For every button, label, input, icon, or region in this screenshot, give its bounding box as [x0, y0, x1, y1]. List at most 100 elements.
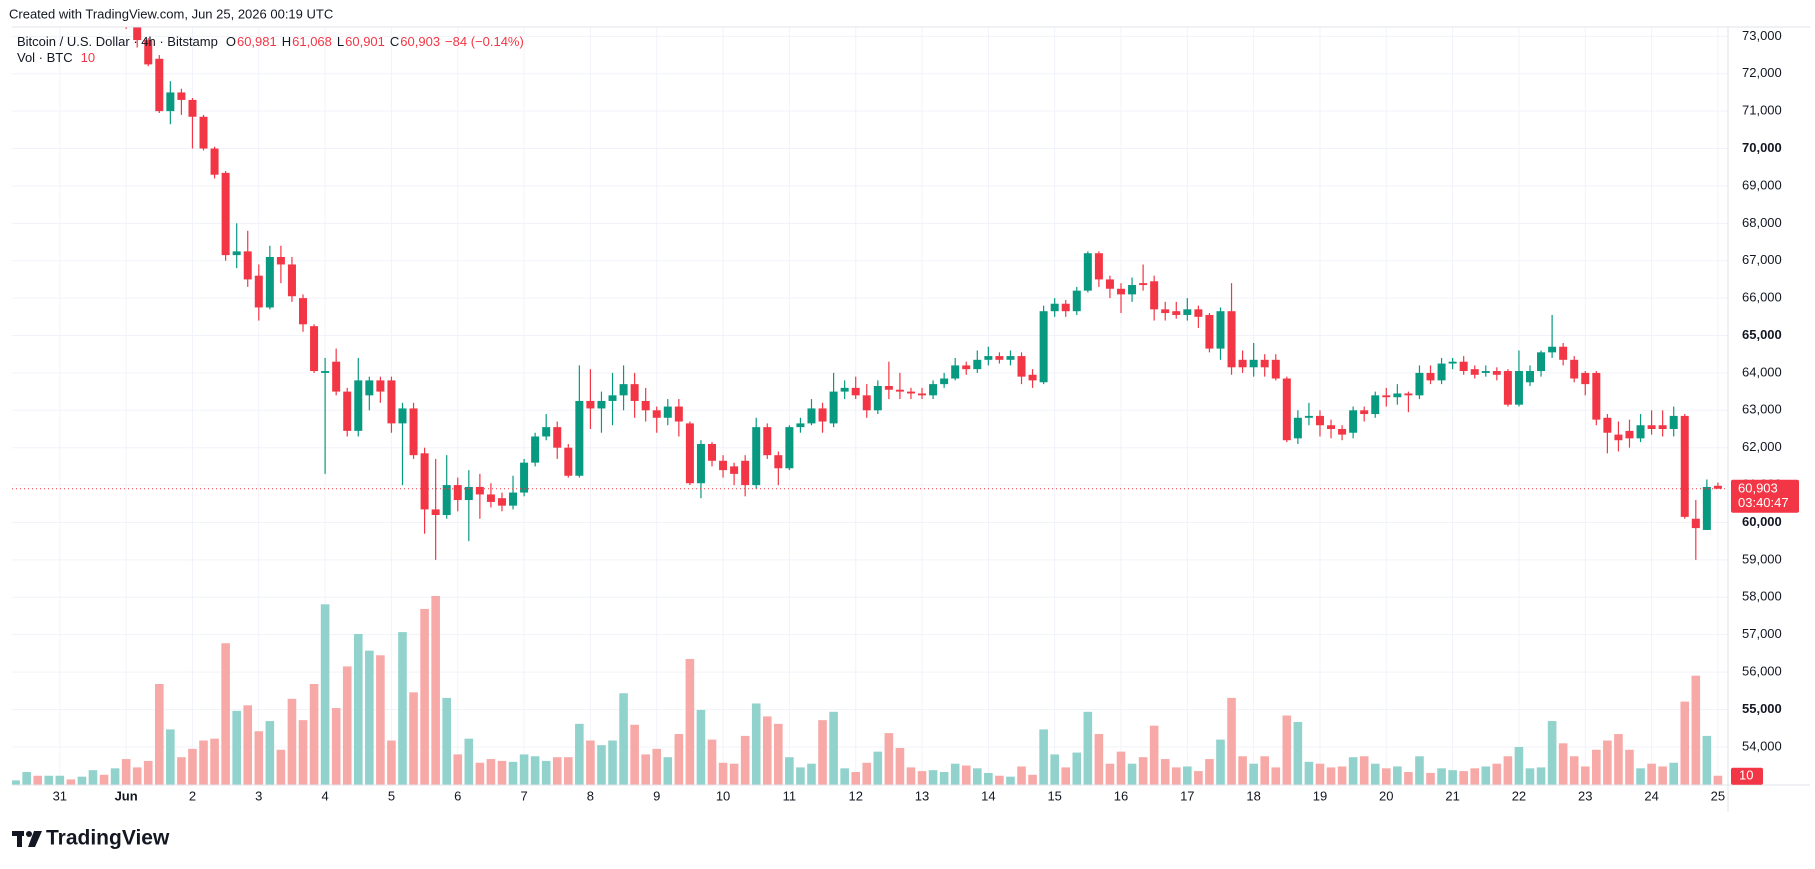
volume-bar	[1415, 756, 1424, 785]
volume-bar	[1437, 768, 1446, 785]
volume-bar	[177, 757, 186, 785]
volume-bar	[497, 760, 507, 785]
candle-body	[276, 256, 285, 265]
volume-bar	[1514, 747, 1524, 785]
candle-body	[486, 494, 495, 502]
x-tick-label: Jun	[115, 788, 138, 803]
candle-body	[1304, 415, 1313, 418]
x-tick-label: 15	[1047, 788, 1061, 803]
candle-body	[409, 408, 418, 456]
candle-body	[1349, 410, 1358, 433]
volume-bar	[995, 775, 1004, 785]
volume-bar	[1293, 721, 1303, 785]
candle-body	[188, 99, 197, 117]
candle-body	[785, 427, 794, 469]
candle-body	[343, 391, 352, 431]
candle-body	[1028, 374, 1037, 381]
candle-body	[1537, 352, 1546, 372]
candle-body	[1161, 309, 1170, 314]
x-tick-label: 6	[454, 788, 461, 803]
volume-bar	[630, 724, 639, 785]
volume-bar	[1359, 756, 1369, 785]
candle-body	[1117, 288, 1125, 295]
candle-body	[951, 365, 960, 379]
candle-body	[1459, 361, 1468, 372]
candle-body	[321, 371, 330, 373]
volume-bar	[365, 650, 374, 785]
candle-body	[265, 256, 274, 308]
candle-body	[1658, 425, 1667, 429]
volume-bar	[1006, 776, 1015, 785]
volume-bar	[287, 698, 297, 785]
candle-body	[144, 40, 153, 65]
volume-bar	[309, 683, 319, 785]
volume-bar	[1658, 766, 1667, 785]
volume-bar	[597, 745, 606, 785]
candle-body	[254, 275, 263, 308]
volume-bar	[674, 734, 684, 785]
candle-body	[1293, 417, 1302, 439]
volume-bar	[88, 770, 98, 785]
volume-bar	[873, 751, 883, 785]
candle-series	[125, 27, 1722, 560]
candle-body	[796, 423, 805, 428]
legend-line: Bitcoin / U.S. Dollar · 4h · Bitstamp O60…	[17, 34, 524, 49]
candle-body	[1216, 311, 1225, 349]
candle-body	[199, 116, 208, 149]
candle-body	[531, 436, 540, 463]
volume-bar	[453, 754, 463, 785]
candle-body	[553, 427, 562, 448]
volume-bar	[66, 779, 76, 785]
volume-bar	[1470, 768, 1480, 785]
volume-bar	[840, 768, 849, 785]
volume-bar	[1337, 766, 1347, 785]
volume-bar	[243, 705, 253, 785]
volume-bar	[1503, 756, 1513, 785]
volume-bar	[298, 720, 308, 785]
volume-bar	[1028, 774, 1037, 785]
y-tick-label: 65,000	[1742, 327, 1782, 342]
x-tick-label: 8	[587, 788, 594, 803]
volume-bar	[740, 735, 750, 785]
volume-bar	[519, 754, 529, 785]
legend-line: Vol · BTC 10	[17, 50, 95, 65]
legend-change: −84 (−0.14%)	[445, 34, 524, 49]
candle-body	[829, 391, 838, 424]
volume-bar	[1160, 759, 1170, 785]
candle-body	[1360, 410, 1369, 415]
candle-body	[155, 58, 164, 112]
candle-body	[464, 486, 473, 501]
volume-bar	[762, 716, 772, 785]
candle-body	[652, 410, 661, 418]
volume-bar	[398, 632, 407, 785]
candle-body	[1592, 372, 1601, 420]
candle-body	[1094, 253, 1103, 280]
y-tick-label: 63,000	[1742, 402, 1782, 417]
y-tick-label: 72,000	[1742, 65, 1782, 80]
candle-body	[1503, 371, 1512, 405]
volume-bar	[972, 768, 982, 785]
y-tick-label: 69,000	[1742, 177, 1782, 192]
volume-bar	[1205, 759, 1214, 785]
volume-bar	[1238, 756, 1247, 785]
candle-body	[1017, 356, 1026, 377]
volume-bar	[420, 608, 429, 785]
x-tick-label: 19	[1313, 788, 1327, 803]
volume-bar	[1448, 770, 1457, 785]
candle-body	[1614, 434, 1623, 441]
volume-bar	[1194, 771, 1203, 785]
candle-body	[1514, 371, 1523, 405]
candle-body	[1669, 415, 1678, 429]
volume-bar	[718, 762, 728, 785]
candle-body	[719, 460, 728, 471]
candle-body	[1415, 372, 1424, 396]
x-tick-label: 17	[1180, 788, 1194, 803]
volume-bar	[199, 740, 208, 785]
legend-key: C	[390, 34, 399, 49]
volume-bar	[652, 748, 662, 785]
volume-bar	[917, 771, 927, 785]
legend-key: H	[282, 34, 291, 49]
volume-bar	[1105, 763, 1115, 785]
volume-bar	[552, 757, 562, 785]
volume-bar	[331, 708, 341, 785]
